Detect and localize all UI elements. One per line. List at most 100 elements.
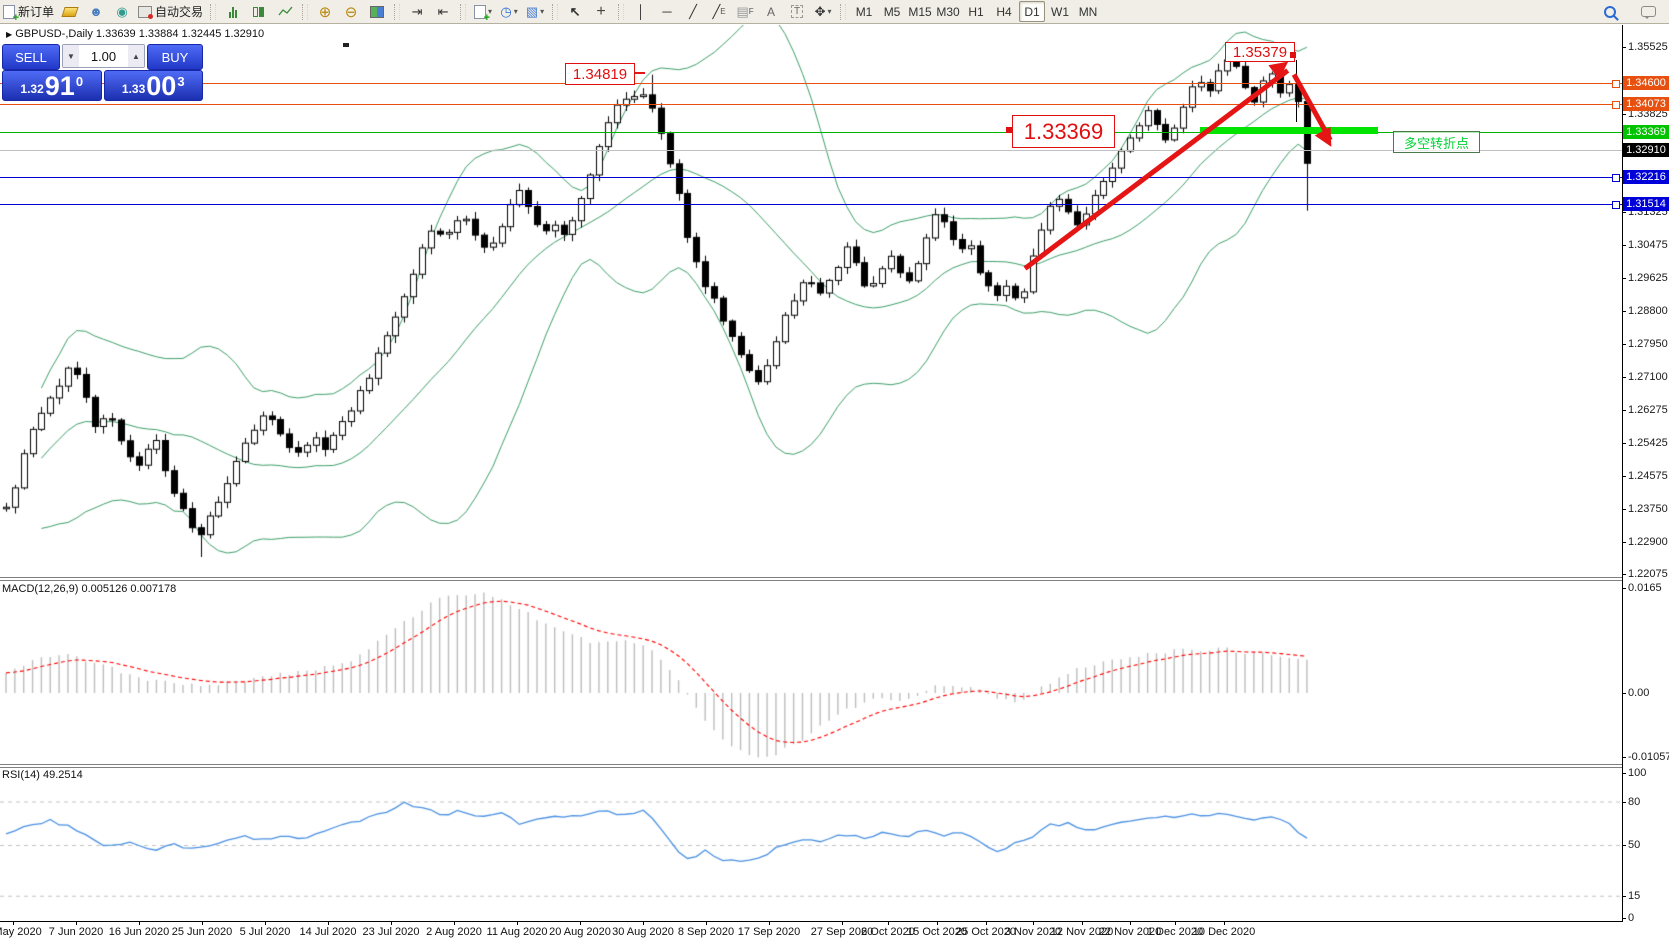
indicators-button[interactable]: ▾ <box>471 2 495 24</box>
price-tick: 1.25425 <box>1628 437 1668 450</box>
sell-price-big: 91 <box>44 71 75 101</box>
zoom-in-button[interactable]: ⊕ <box>313 2 337 21</box>
level-line-resistance-1[interactable] <box>0 83 1622 84</box>
axis-tickmark <box>1622 508 1626 510</box>
label-anchor-square[interactable] <box>1290 52 1296 58</box>
buy-button[interactable]: BUY <box>147 44 203 70</box>
date-label: 30 Aug 2020 <box>612 926 674 938</box>
bar-chart-button[interactable] <box>221 2 245 21</box>
toolbar-separator <box>210 3 217 20</box>
zoom-out-button[interactable]: ⊖ <box>339 2 363 21</box>
new-order-button[interactable]: 新订单 <box>1 2 56 24</box>
templates-button[interactable]: ▧ ▾ <box>523 2 547 21</box>
chat-button[interactable] <box>1636 2 1660 21</box>
volume-decrease-button[interactable]: ▼ <box>63 45 79 67</box>
axis-tickmark <box>1622 211 1626 213</box>
axis-tickmark <box>1033 921 1034 925</box>
axis-tickmark <box>769 921 770 925</box>
pane-separator[interactable] <box>0 577 1622 578</box>
crosshair-tool-button[interactable]: + <box>589 2 613 21</box>
candlestick-chart-button[interactable] <box>247 2 271 21</box>
level-anchor-square[interactable] <box>1612 80 1620 88</box>
label-anchor-square[interactable] <box>1006 127 1012 133</box>
level-line-support-1[interactable] <box>0 177 1622 178</box>
timeframe-M1[interactable]: M1 <box>855 4 873 19</box>
tile-windows-button[interactable] <box>365 2 389 21</box>
main-toolbar: 新订单 ☻ ◉ 自动交易 ⊕ ⊖ ⇥ ⇤ ▾ ◷▾ ▧▾ ↖ + │ ─ ╱ ╱… <box>0 0 1669 24</box>
fibonacci-tool[interactable]: ▤ F <box>733 2 757 21</box>
price-axis-line <box>1622 25 1623 922</box>
search-icon <box>1604 5 1616 18</box>
fib-suffix: F <box>748 6 754 16</box>
pivot-highlight-line[interactable] <box>1200 127 1378 134</box>
timeframe-M30[interactable]: M30 <box>936 4 960 19</box>
price-chart-canvas[interactable] <box>0 0 1622 940</box>
periods-button[interactable]: ◷ ▾ <box>497 2 521 21</box>
symbol-name: GBPUSD-,Daily <box>15 28 93 40</box>
level-anchor-square[interactable] <box>1612 201 1620 209</box>
level-line-resistance-2[interactable] <box>0 104 1622 105</box>
level-anchor-square[interactable] <box>1612 101 1620 109</box>
volume-increase-button[interactable]: ▲ <box>128 45 144 67</box>
indicator-tick: 50 <box>1628 839 1641 851</box>
volume-input[interactable] <box>79 45 128 67</box>
cursor-tool-button[interactable]: ↖ <box>563 2 587 21</box>
profile-button[interactable]: ☻ <box>84 2 108 21</box>
auto-scroll-button[interactable]: ⇥ <box>405 2 429 21</box>
level-line-support-2[interactable] <box>0 204 1622 205</box>
timeframe-D1[interactable]: D1 <box>1019 1 1046 22</box>
timeframe-H4[interactable]: H4 <box>996 4 1012 19</box>
horizontal-line-icon: ─ <box>662 4 672 19</box>
date-label: 6 Oct 2020 <box>861 926 915 938</box>
toolbar-separator <box>618 3 625 20</box>
sell-price-box[interactable]: 1.32 91 0 <box>2 70 102 101</box>
shapes-tool[interactable]: ✥ ▾ <box>811 2 835 21</box>
channel-suffix: E <box>720 6 726 16</box>
toolbar-separator <box>460 3 467 20</box>
timeframe-W1[interactable]: W1 <box>1051 4 1070 19</box>
axis-tickmark <box>454 921 455 925</box>
search-button[interactable] <box>1598 2 1622 21</box>
timeframe-M5[interactable]: M5 <box>883 4 901 19</box>
price-tag: 1.34600 <box>1623 76 1669 91</box>
signals-button[interactable]: ◉ <box>110 2 134 21</box>
person-icon: ☻ <box>89 4 103 19</box>
timeframe-M15[interactable]: M15 <box>908 4 932 19</box>
auto-scroll-icon: ⇥ <box>411 4 423 19</box>
market-watch-button[interactable] <box>58 2 82 21</box>
indicator-tick: 100 <box>1628 767 1647 779</box>
level-line-pivot-level[interactable] <box>0 132 1622 133</box>
line-chart-button[interactable] <box>273 2 297 21</box>
axis-tickmark <box>139 921 140 925</box>
trendline-tool[interactable]: ╱ <box>681 2 705 21</box>
pane-separator <box>0 580 1622 581</box>
signal-icon: ◉ <box>116 4 128 19</box>
horizontal-line-tool[interactable]: ─ <box>655 2 679 21</box>
timeframe-MN[interactable]: MN <box>1078 4 1098 19</box>
date-label: 20 Aug 2020 <box>549 926 611 938</box>
price-label-133369[interactable]: 1.33369 <box>1012 115 1115 148</box>
trendline-icon: ╱ <box>689 4 697 19</box>
text-icon: A <box>767 4 776 19</box>
level-anchor-square[interactable] <box>1612 174 1620 182</box>
price-label-134819[interactable]: 1.34819 <box>565 63 635 85</box>
date-label: 23 Jul 2020 <box>362 926 420 938</box>
autotrade-button[interactable]: 自动交易 <box>136 2 205 21</box>
sell-button[interactable]: SELL <box>2 44 60 70</box>
channel-tool[interactable]: ╱ E <box>707 2 731 21</box>
text-tool[interactable]: A <box>759 2 783 21</box>
vertical-line-tool[interactable]: │ <box>629 2 653 21</box>
label-tool[interactable]: T <box>785 2 809 21</box>
chart-object-mark[interactable] <box>343 43 349 47</box>
price-label-135379[interactable]: 1.35379 <box>1225 42 1295 62</box>
pane-separator[interactable] <box>0 764 1622 765</box>
axis-tickmark <box>1622 588 1626 589</box>
level-line-bid-line[interactable] <box>0 150 1622 151</box>
buy-price-box[interactable]: 1.33 00 3 <box>103 70 203 101</box>
arrows-icon: ✥ <box>814 4 826 19</box>
chart-shift-button[interactable]: ⇤ <box>431 2 455 21</box>
axis-tickmark <box>76 921 77 925</box>
zoom-out-icon: ⊖ <box>344 3 358 21</box>
timeframe-H1[interactable]: H1 <box>968 4 984 19</box>
pivot-note-label[interactable]: 多空转折点 <box>1393 131 1480 153</box>
